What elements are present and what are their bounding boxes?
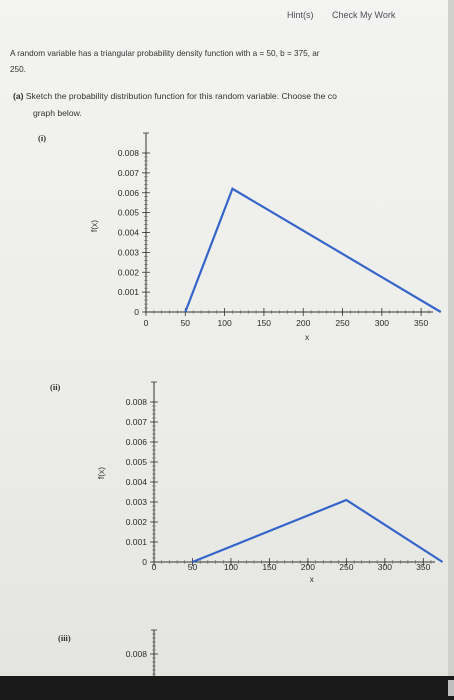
y-tick-label: 0.001 bbox=[118, 287, 140, 297]
page-edge bbox=[448, 0, 454, 676]
y-tick-label: 0.003 bbox=[118, 247, 140, 257]
x-tick-label: 250 bbox=[335, 318, 349, 328]
x-tick-label: 150 bbox=[262, 562, 276, 572]
part-a-prompt: (a) Sketch the probability distribution … bbox=[13, 88, 453, 122]
y-tick-label: 0.005 bbox=[118, 208, 140, 218]
option-i-graph[interactable]: 0 0.001 0.002 0.003 0.004 0.005 0.006 0.007 0.00… bbox=[0, 0, 454, 360]
x-tick-label: 150 bbox=[257, 318, 271, 328]
y-tick-label: 0.006 bbox=[126, 437, 148, 447]
y-tick-label: 0.004 bbox=[126, 477, 148, 487]
x-axis-title: x bbox=[305, 332, 310, 342]
pdf-series-line bbox=[184, 187, 442, 313]
x-tick-label: 350 bbox=[416, 562, 430, 572]
part-a-line-2: graph below. bbox=[33, 108, 82, 118]
x-tick-label: 0 bbox=[152, 562, 157, 572]
x-tick-label: 0 bbox=[144, 318, 149, 328]
y-tick-label: 0 bbox=[142, 557, 147, 567]
x-tick-label: 50 bbox=[188, 562, 198, 572]
x-tick-label: 50 bbox=[181, 318, 191, 328]
x-tick-label: 300 bbox=[375, 318, 389, 328]
x-axis-title: x bbox=[310, 574, 315, 584]
x-tick-label: 100 bbox=[224, 562, 238, 572]
check-my-work-link[interactable]: Check My Work bbox=[332, 10, 396, 20]
option-i-label[interactable]: (i) bbox=[38, 133, 47, 143]
hints-link[interactable]: Hint(s) bbox=[287, 10, 314, 20]
y-axis-title: f(x) bbox=[96, 467, 106, 479]
x-tick-label: 300 bbox=[378, 562, 392, 572]
y-tick-label: 0.005 bbox=[126, 457, 148, 467]
y-tick-label: 0.008 bbox=[118, 148, 140, 158]
problem-line-2: 250. bbox=[10, 65, 26, 74]
option-iii-graph[interactable]: 0.008 bbox=[0, 0, 454, 676]
x-tick-label: 200 bbox=[301, 562, 315, 572]
problem-line-1: A random variable has a triangular proba… bbox=[10, 49, 320, 58]
y-tick-label: 0.006 bbox=[118, 188, 140, 198]
y-tick-label: 0.003 bbox=[126, 497, 148, 507]
option-ii-graph[interactable]: 0 0.001 0.002 0.003 0.004 0.005 0.006 0.007 0.00… bbox=[0, 0, 454, 600]
y-tick-label: 0.008 bbox=[126, 649, 148, 659]
y-tick-label: 0.002 bbox=[126, 517, 148, 527]
question-page bbox=[0, 0, 448, 676]
x-tick-label: 350 bbox=[414, 318, 428, 328]
y-tick-label: 0.002 bbox=[118, 267, 140, 277]
y-tick-label: 0 bbox=[134, 307, 139, 317]
part-a-line-1: Sketch the probability distribution func… bbox=[25, 91, 337, 101]
y-tick-label: 0.004 bbox=[118, 228, 140, 238]
option-iii-label[interactable]: (iii) bbox=[58, 633, 71, 643]
y-axis-title: f(x) bbox=[89, 220, 99, 232]
y-tick-label: 0.001 bbox=[126, 537, 148, 547]
x-tick-label: 250 bbox=[339, 562, 353, 572]
x-tick-label: 200 bbox=[296, 318, 310, 328]
y-tick-label: 0.007 bbox=[126, 417, 148, 427]
problem-statement: A random variable has a triangular proba… bbox=[10, 46, 450, 78]
pdf-series-line bbox=[192, 498, 444, 564]
top-bar: Hint(s) Check My Work bbox=[0, 10, 454, 26]
option-ii-label[interactable]: (ii) bbox=[50, 382, 61, 392]
part-a-label: (a) bbox=[13, 91, 24, 101]
x-tick-label: 100 bbox=[218, 318, 232, 328]
bottom-bar bbox=[0, 676, 454, 700]
y-tick-label: 0.007 bbox=[118, 168, 140, 178]
y-tick-label: 0.008 bbox=[126, 397, 148, 407]
